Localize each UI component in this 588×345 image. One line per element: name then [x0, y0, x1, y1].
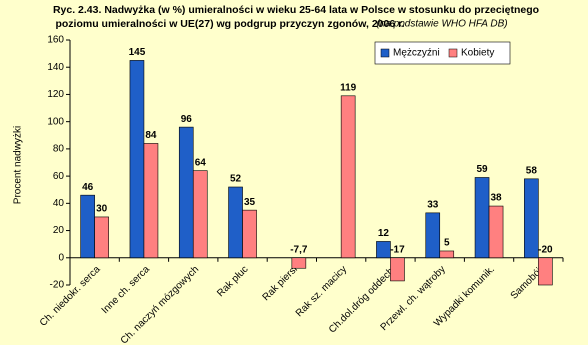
- data-label: 59: [476, 164, 488, 175]
- legend-label: Kobiety: [461, 48, 494, 59]
- data-label: 52: [230, 174, 242, 185]
- y-tick-label: 0: [58, 252, 64, 263]
- data-label: 38: [490, 193, 502, 204]
- data-label: 145: [129, 47, 146, 58]
- legend-swatch: [448, 48, 458, 58]
- bar: [129, 60, 145, 259]
- chart-title: poziomu umieralności w UE(27) wg podgrup…: [55, 18, 404, 30]
- bar: [192, 170, 208, 259]
- x-tick-label: Rak piersi: [261, 264, 300, 303]
- bar: [340, 95, 356, 259]
- data-label: 5: [444, 238, 450, 249]
- data-label: 12: [378, 228, 390, 239]
- data-label: 119: [340, 82, 357, 93]
- bar: [242, 209, 257, 259]
- x-tick-label: Rak płuc: [215, 264, 250, 299]
- x-tick-label: Inne ch. serca: [100, 264, 153, 317]
- legend-box: [374, 41, 511, 65]
- y-tick-label: 140: [47, 62, 64, 73]
- bar: [390, 257, 405, 282]
- y-tick-label: 60: [53, 171, 65, 182]
- bar: [94, 216, 109, 259]
- data-label: 64: [195, 157, 207, 168]
- data-label: 84: [145, 130, 157, 141]
- data-label: -17: [390, 244, 405, 255]
- bar: [439, 250, 455, 259]
- y-tick-label: 160: [47, 35, 64, 46]
- data-label: 46: [82, 182, 94, 193]
- legend-label: Mężczyźni: [393, 48, 440, 59]
- bar: [524, 178, 539, 259]
- data-label: 58: [526, 165, 538, 176]
- bar: [488, 205, 504, 259]
- data-label: 96: [181, 114, 193, 125]
- y-axis-label: Procent nadwyżki: [13, 126, 24, 204]
- y-tick-label: 120: [47, 89, 64, 100]
- data-label: 30: [96, 204, 108, 215]
- bar: [474, 177, 490, 259]
- data-label: 35: [244, 197, 256, 208]
- bar: [143, 143, 159, 259]
- bar: [538, 257, 553, 286]
- y-tick-label: 100: [47, 116, 64, 127]
- legend-swatch: [380, 48, 390, 58]
- data-label: -7,7: [290, 244, 308, 255]
- data-label: -20: [538, 244, 553, 255]
- bar: [376, 241, 391, 259]
- bar: [291, 257, 307, 269]
- chart-source: (na podstawie WHO HFA DB): [376, 19, 507, 30]
- data-label: 33: [427, 200, 439, 211]
- y-tick-label: 40: [53, 198, 65, 209]
- y-tick-label: 80: [53, 144, 65, 155]
- bar: [178, 126, 194, 259]
- x-tick-label: Rak sz. macicy: [294, 264, 349, 319]
- chart-title: Ryc. 2.43. Nadwyżka (w %) umieralności w…: [53, 4, 539, 16]
- bar: [80, 194, 95, 259]
- y-tick-label: -20: [50, 280, 65, 291]
- bar: [228, 186, 243, 259]
- y-tick-label: 20: [53, 225, 65, 236]
- bar: [425, 212, 441, 259]
